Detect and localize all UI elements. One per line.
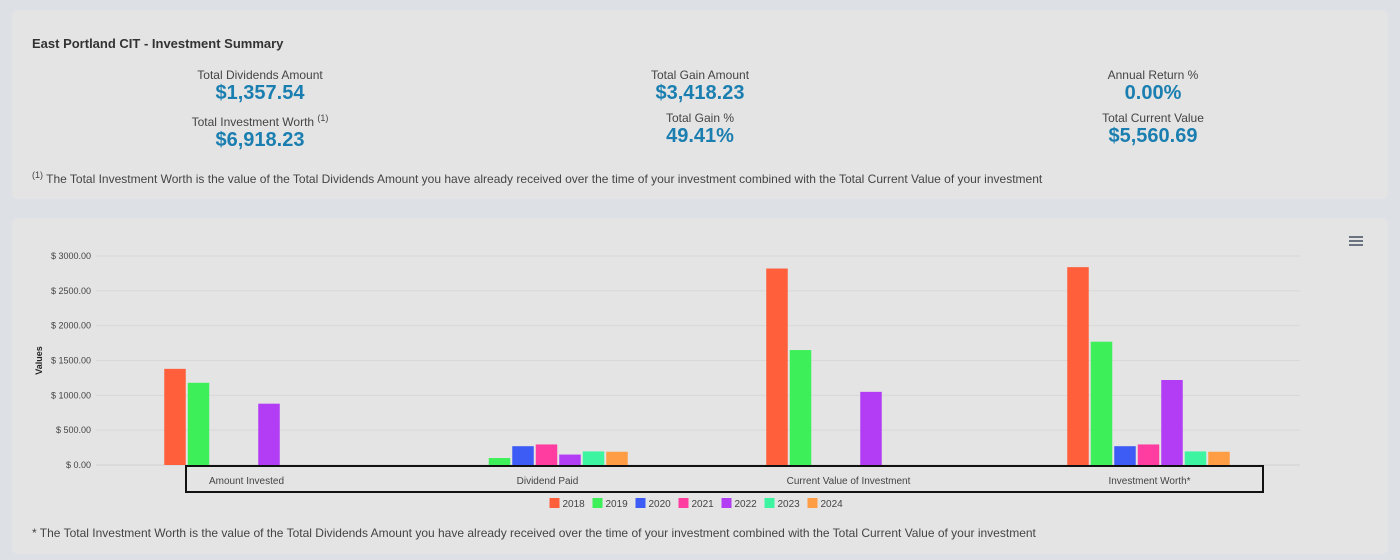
bar-2021-1	[535, 444, 558, 465]
y-tick-label: $ 2000.00	[51, 321, 91, 331]
bar-2019-2	[789, 350, 812, 465]
bar-2018-2	[766, 268, 788, 465]
x-category-label: Dividend Paid	[517, 476, 579, 487]
footnote-marker: (1)	[32, 170, 43, 180]
bar-chart: $ 0.00 $ 500.00 $ 1000.00 $ 1500.00 $ 2000.0…	[34, 251, 1300, 510]
total-current-value-value: $5,560.69	[1108, 125, 1198, 147]
annual-return-label: Annual Return %	[1107, 68, 1199, 82]
legend-swatch-2019	[592, 498, 603, 508]
stat-total-current-value: Total Current Value $5,560.69	[1033, 111, 1273, 147]
y-tick-label: $ 1500.00	[51, 356, 91, 366]
total-gain-pct-label: Total Gain %	[665, 111, 735, 125]
bar-2020-3	[1114, 446, 1136, 465]
category-axis-box	[185, 465, 1264, 493]
stat-annual-return: Annual Return % 0.00%	[1033, 68, 1273, 104]
legend-swatch-2020	[635, 498, 646, 508]
legend-label-2021: 2021	[692, 499, 715, 510]
summary-title: East Portland CIT - Investment Summary	[32, 36, 284, 51]
bar-2018-3	[1067, 267, 1089, 465]
stat-total-investment-worth: Total Investment Worth (1) $6,918.23	[140, 111, 380, 151]
y-tick-label: $ 0.00	[66, 460, 91, 470]
chart-footnote: * The Total Investment Worth is the valu…	[32, 526, 1036, 540]
legend-swatch-2024	[807, 498, 818, 508]
total-gain-amount-value: $3,418.23	[655, 82, 745, 104]
total-dividends-value: $1,357.54	[215, 82, 305, 104]
legend-swatch-2022	[721, 498, 732, 508]
x-category-label: Current Value of Investment	[787, 476, 911, 487]
total-current-value-label: Total Current Value	[1102, 111, 1204, 125]
summary-footnote: (1) The Total Investment Worth is the va…	[32, 170, 1042, 186]
bar-2019-1	[488, 458, 511, 465]
y-tick-label: $ 3000.00	[51, 251, 91, 261]
total-investment-worth-label: Total Investment Worth	[191, 115, 315, 129]
total-dividends-label: Total Dividends Amount	[197, 68, 323, 82]
total-gain-amount-label: Total Gain Amount	[650, 68, 750, 82]
bar-2020-1	[512, 446, 534, 465]
y-axis-title: Values	[34, 346, 44, 375]
investment-summary-card: East Portland CIT - Investment Summary T…	[12, 10, 1388, 199]
bar-2019-3	[1090, 341, 1113, 465]
stat-total-gain-amount: Total Gain Amount $3,418.23	[580, 68, 820, 104]
total-investment-worth-value: $6,918.23	[215, 129, 305, 151]
annual-return-value: 0.00%	[1124, 82, 1182, 104]
legend-label-2018: 2018	[563, 499, 586, 510]
footnote-text: The Total Investment Worth is the value …	[46, 172, 1043, 186]
legend-swatch-2018	[549, 498, 560, 508]
legend-label-2023: 2023	[778, 499, 801, 510]
bar-2021-3	[1137, 444, 1160, 465]
bar-2022-0	[258, 403, 280, 465]
legend-swatch-2021	[678, 498, 689, 508]
bar-2019-0	[187, 382, 210, 465]
bar-2024-1	[606, 451, 628, 465]
y-tick-label: $ 1000.00	[51, 390, 91, 400]
bar-2022-2	[860, 391, 882, 465]
hamburger-menu-icon[interactable]	[1349, 236, 1363, 247]
total-investment-worth-marker: (1)	[317, 113, 329, 123]
stat-total-dividends: Total Dividends Amount $1,357.54	[140, 68, 380, 104]
bar-2018-0	[164, 368, 186, 465]
x-category-label: Amount Invested	[209, 476, 284, 487]
legend-swatch-2023	[764, 498, 775, 508]
legend-label-2024: 2024	[821, 499, 844, 510]
chart-card: $ 0.00 $ 500.00 $ 1000.00 $ 1500.00 $ 2000.0…	[12, 218, 1388, 554]
x-category-label: Investment Worth*	[1108, 476, 1190, 487]
y-tick-label: $ 500.00	[56, 425, 91, 435]
legend-label-2019: 2019	[606, 499, 629, 510]
legend-label-2022: 2022	[735, 499, 758, 510]
bar-2022-3	[1161, 380, 1183, 465]
stat-total-gain-pct: Total Gain % 49.41%	[580, 111, 820, 147]
total-gain-pct-value: 49.41%	[666, 125, 734, 147]
bar-2024-3	[1208, 451, 1230, 465]
total-investment-worth-label-row: Total Investment Worth (1)	[140, 111, 380, 129]
bar-2023-3	[1184, 451, 1207, 465]
bar-2023-1	[582, 451, 605, 465]
bar-2022-1	[559, 454, 581, 465]
legend-label-2020: 2020	[649, 499, 672, 510]
y-tick-label: $ 2500.00	[51, 286, 91, 296]
